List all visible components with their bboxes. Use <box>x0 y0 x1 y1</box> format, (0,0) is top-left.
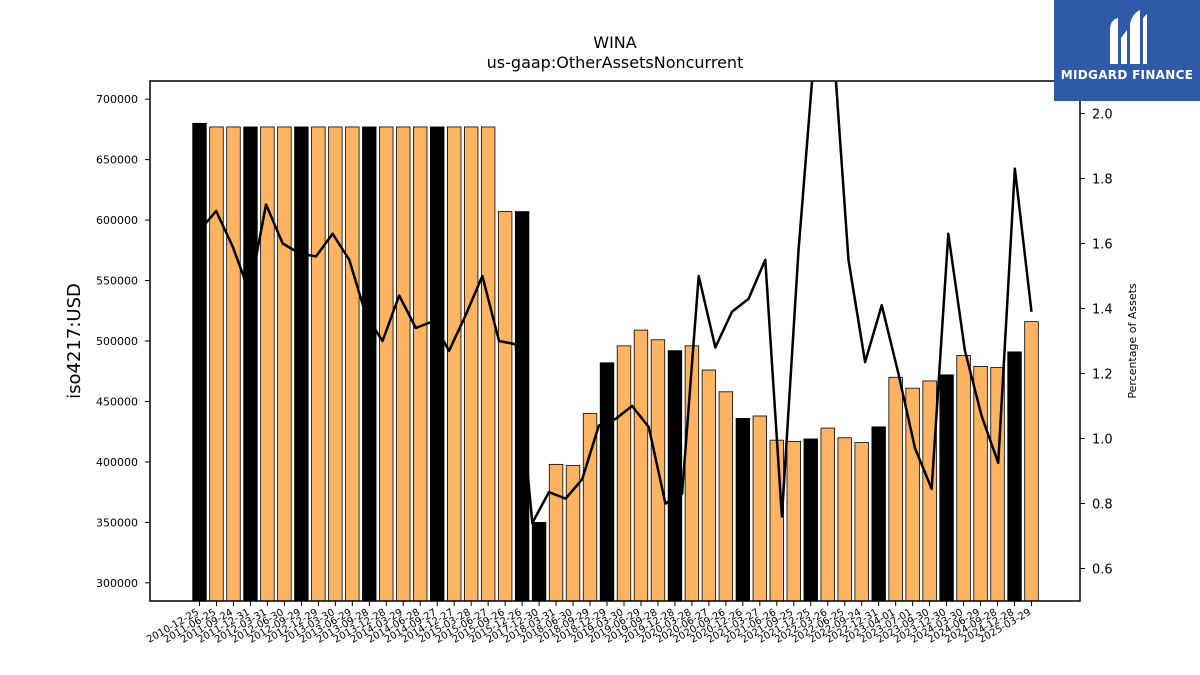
bar-2013-06-29 <box>345 126 360 602</box>
bar-2024-03-30 <box>956 355 971 602</box>
bar-2025-03-29 <box>1024 321 1039 602</box>
left-tick-label: 550000 <box>96 275 138 288</box>
bar-2020-03-28 <box>684 345 700 602</box>
bar-2014-12-27 <box>446 126 462 602</box>
bar-2015-06-27 <box>480 126 496 602</box>
bar-2013-03-30 <box>328 126 343 602</box>
left-axis-label: iso4217:USD <box>64 283 85 399</box>
bar-2021-03-27 <box>752 415 768 602</box>
bar-2018-12-29 <box>599 362 615 602</box>
bar-2012-12-29 <box>311 126 326 602</box>
bar-2011-12-31 <box>243 126 258 602</box>
bar-2012-06-30 <box>277 126 292 602</box>
bar-2019-03-30 <box>616 345 632 602</box>
bar-2022-06-25 <box>837 437 852 602</box>
right-tick-label: 1.6 <box>1092 238 1113 253</box>
bar-2021-09-25 <box>786 440 801 602</box>
bar-2019-06-29 <box>633 329 649 602</box>
left-tick-label: 450000 <box>96 395 138 408</box>
bar-2021-12-25 <box>803 438 818 602</box>
logo-text: MIDGARD FINANCE <box>1060 68 1194 82</box>
bar-2017-12-30 <box>531 522 547 602</box>
bar-2019-12-28 <box>667 350 683 602</box>
right-tick-label: 1.2 <box>1092 368 1113 383</box>
percentage-line <box>198 81 1033 525</box>
left-tick-label: 650000 <box>96 154 138 167</box>
bar-2014-06-28 <box>413 126 428 602</box>
bar-2023-12-30 <box>939 374 954 602</box>
midgard-logo-icon <box>1110 10 1147 64</box>
x-axis: 2010-12-252011-06-252011-09-242011-12-31… <box>145 601 1033 646</box>
bar-2024-06-29 <box>973 365 988 602</box>
left-tick-label: 500000 <box>96 335 138 348</box>
bar-2023-04-01 <box>888 376 903 602</box>
bar-2012-09-29 <box>294 126 309 602</box>
bar-2011-09-24 <box>226 126 241 602</box>
right-tick-label: 0.8 <box>1092 498 1113 513</box>
right-tick-label: 0.6 <box>1092 563 1113 578</box>
bar-2011-06-25 <box>209 126 224 602</box>
bar-2022-09-24 <box>854 442 869 602</box>
chart-title: WINA <box>593 33 637 52</box>
left-tick-label: 350000 <box>96 516 138 529</box>
bar-2024-12-28 <box>1007 351 1022 602</box>
bar-2015-03-28 <box>463 126 479 602</box>
line-layer <box>198 81 1033 525</box>
bar-2010-12-25 <box>192 122 207 602</box>
right-axis: 0.6 0.8 1.0 1.2 1.4 1.6 1.8 2.0 <box>1080 108 1113 578</box>
left-tick-label: 600000 <box>96 214 138 227</box>
right-tick-label: 1.8 <box>1092 173 1113 188</box>
bar-2022-03-26 <box>820 427 835 602</box>
bar-2022-12-31 <box>871 426 886 602</box>
bar-2013-09-28 <box>362 126 377 602</box>
left-tick-label: 400000 <box>96 456 138 469</box>
left-axis: 300000 350000 400000 450000 500000 550000 6000… <box>96 93 150 590</box>
bar-2020-12-26 <box>735 417 751 602</box>
bars-layer <box>192 122 1039 602</box>
bar-2023-09-30 <box>922 380 937 602</box>
right-axis-label: Percentage of Assets <box>1126 283 1139 399</box>
bar-2015-09-26 <box>497 211 513 602</box>
chart-subtitle: us-gaap:OtherAssetsNoncurrent <box>487 53 744 72</box>
bar-2013-12-28 <box>379 126 394 602</box>
bar-2014-03-29 <box>396 126 411 602</box>
left-tick-label: 300000 <box>96 577 138 590</box>
bar-2012-03-31 <box>260 126 275 602</box>
bar-2020-06-27 <box>701 369 717 602</box>
right-tick-label: 1.4 <box>1092 303 1113 318</box>
brand-logo: MIDGARD FINANCE <box>1054 0 1200 101</box>
bar-2020-09-26 <box>718 391 734 602</box>
right-tick-label: 2.0 <box>1092 108 1113 123</box>
left-tick-label: 700000 <box>96 93 138 106</box>
bar-2014-09-27 <box>430 126 445 602</box>
bar-2018-03-31 <box>548 463 564 602</box>
right-tick-label: 1.0 <box>1092 433 1113 448</box>
bar-2021-06-26 <box>769 439 784 602</box>
